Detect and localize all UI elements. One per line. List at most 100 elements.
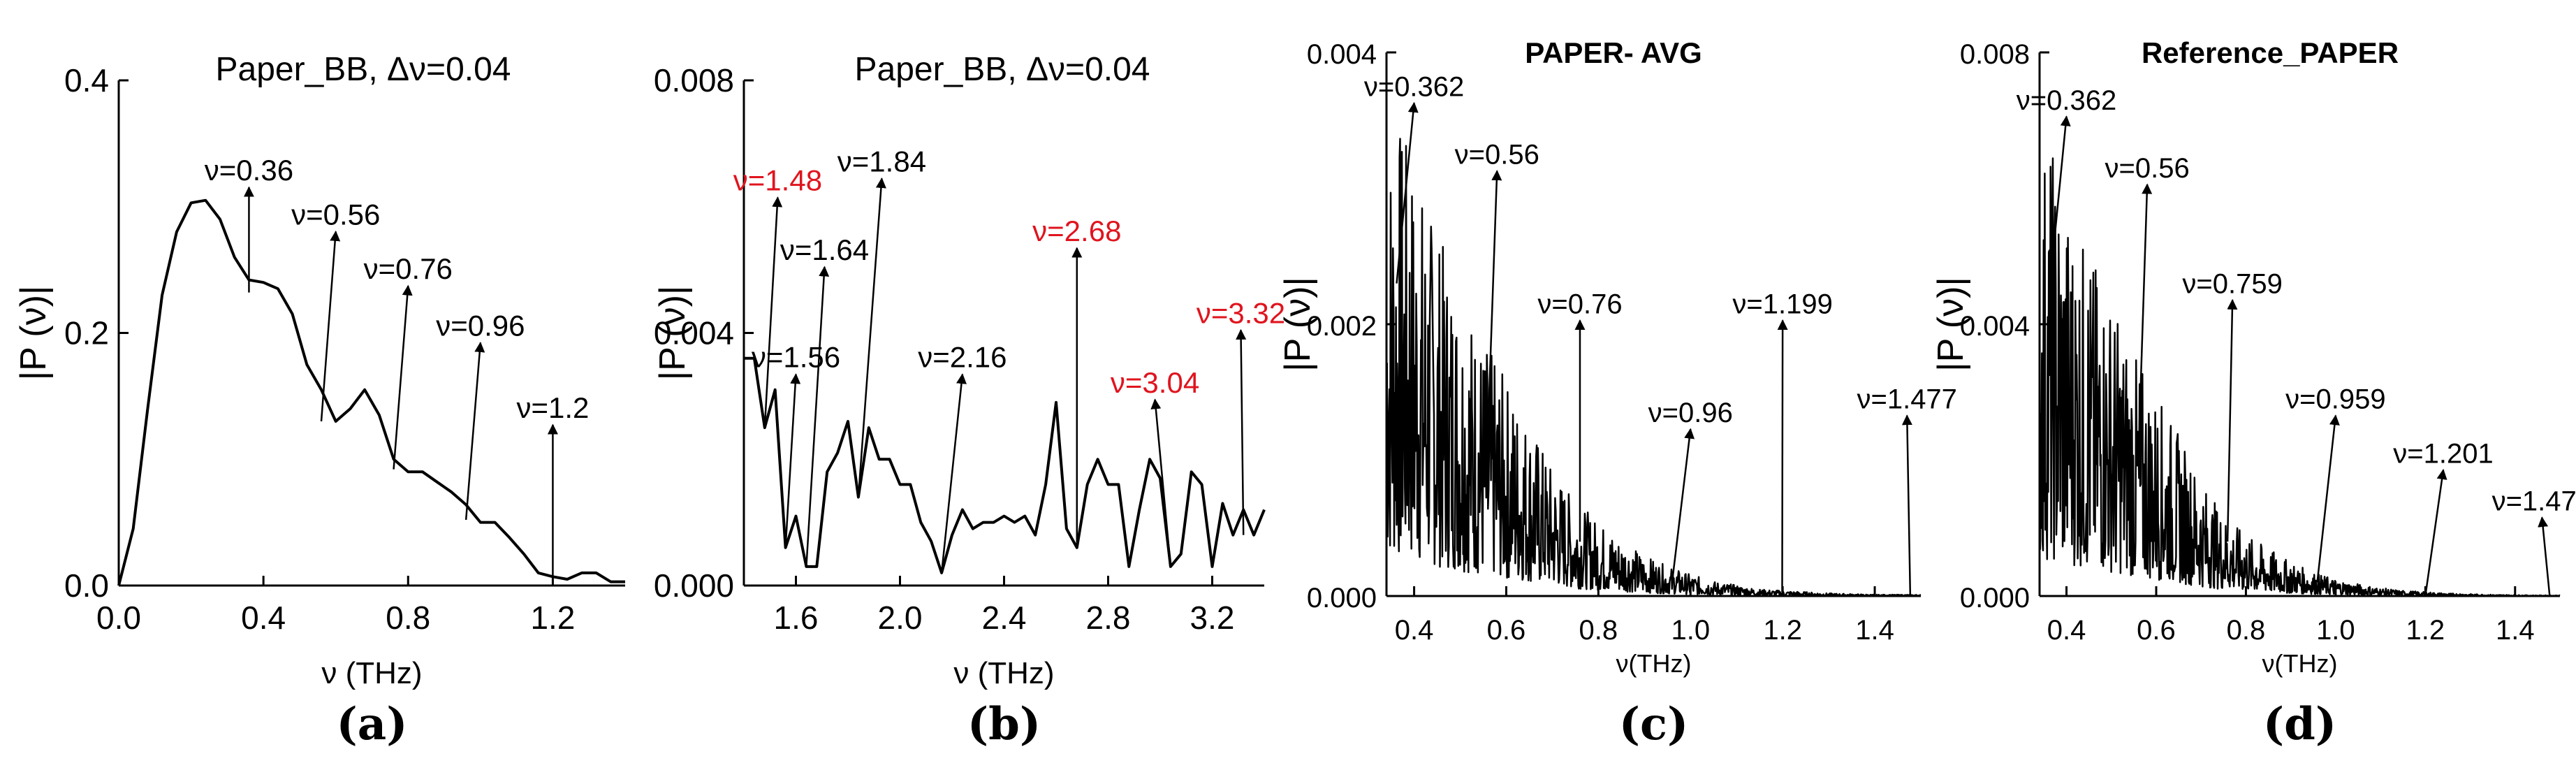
annotation-arrow [1486,170,1502,433]
annotation-label: ν=1.48 [733,164,822,197]
y-axis-label: |P (ν)| [1931,277,1971,372]
annotation-label: ν=0.56 [2105,153,2190,184]
chart-title: Paper_BB, Δν=0.04 [216,51,511,88]
annotation-arrow [1150,398,1172,567]
annotation-arrow [2226,298,2238,542]
y-tick-label: 0.000 [1960,583,2030,613]
x-tick-label: 1.4 [2496,615,2535,646]
annotation-label: ν=0.36 [205,154,293,187]
annotation-label: ν=0.96 [1648,398,1733,428]
annotation-arrow [2424,469,2447,593]
annotation-label: ν=0.56 [1455,140,1539,170]
x-tick-label: 0.8 [1579,615,1618,646]
annotation-arrow [857,177,886,497]
annotation-label: ν=3.32 [1196,296,1285,329]
annotation-arrow [784,373,801,548]
annotation-label: ν=1.477 [2492,486,2576,517]
annotation-label: ν=1.201 [2393,439,2493,470]
annotation-label: ν=2.68 [1032,215,1121,247]
annotation-arrow [763,196,783,428]
y-tick-label: 0.008 [654,62,734,99]
x-tick-label: 2.8 [1086,600,1131,636]
x-tick-label: 1.4 [1855,615,1894,646]
x-tick-label: 0.4 [1395,615,1434,646]
x-axis-label: ν (THz) [953,656,1054,690]
y-axis-label: |P (ν)| [652,286,693,381]
annotation-label: ν=0.56 [291,198,380,231]
annotation-label: ν=0.76 [364,252,453,285]
x-tick-label: 2.0 [878,600,923,636]
annotation-label: ν=3.04 [1111,366,1199,399]
x-tick-label: 3.2 [1190,600,1235,636]
annotation-label: ν=0.362 [2017,85,2116,116]
x-tick-label: 1.2 [2406,615,2445,646]
annotation-label: ν=1.84 [837,145,926,178]
x-tick-label: 2.4 [982,600,1027,636]
annotation-arrow [1671,428,1695,583]
series-line [117,198,625,586]
annotation-arrow [464,342,485,521]
annotation-arrow [1901,414,1912,595]
annotation-arrow [2137,183,2153,460]
y-tick-label: 0.008 [1960,39,2030,70]
annotation-label: ν=1.477 [1857,384,1956,415]
x-tick-label: 0.6 [2137,615,2176,646]
annotation-arrow [2048,115,2071,291]
x-tick-label: 1.6 [774,600,819,636]
annotation-label: ν=1.199 [1732,289,1832,320]
annotation-arrow [1396,101,1419,284]
annotation-label: ν=2.16 [918,341,1007,374]
chart-title: Paper_BB, Δν=0.04 [855,51,1150,88]
x-tick-label: 1.0 [1671,615,1710,646]
x-tick-label: 0.8 [386,600,430,636]
panel-label: (d) [2263,698,2336,750]
annotation-arrow [805,266,830,567]
y-tick-label: 0.2 [64,315,109,351]
chart-panel-d: 0.4 0.6 0.8 1.0 1.2 1.4 0.000 0.004 0.008 Referen… [1931,36,2576,750]
x-tick-label: 1.2 [530,600,575,636]
annotation-label: ν=0.959 [2285,384,2385,415]
annotation-label: ν=1.64 [780,233,869,266]
x-tick-label: 0.8 [2227,615,2266,646]
x-tick-label: 1.2 [1763,615,1802,646]
x-tick-label: 0.6 [1487,615,1526,646]
x-axis-label: ν (THz) [321,656,422,690]
annotation-arrow [320,230,341,422]
annotation-label: ν=0.96 [436,310,525,342]
x-tick-label: 0.4 [2047,615,2086,646]
x-axis-label: ν(THz) [1616,649,1692,678]
y-tick-label: 0.000 [1307,583,1377,613]
series-line [744,356,1266,574]
y-tick-label: 0.4 [64,62,109,99]
chart-title: Reference_PAPER [2142,36,2399,69]
y-tick-label: 0.004 [1307,39,1377,70]
x-tick-label: 0.4 [241,600,286,636]
y-tick-label: 0.004 [1960,311,2030,342]
panel-label: (b) [967,698,1041,750]
annotation-arrow [940,373,967,574]
y-tick-label: 0.000 [654,567,734,604]
x-tick-label: 1.0 [2316,615,2355,646]
chart-panel-a: 0.0 0.4 0.8 1.2 0.0 0.2 0.4 Paper_BB, Δν=0.04 ν … [13,51,625,750]
annotation-arrow [1777,319,1788,593]
y-tick-label: 0.004 [654,315,734,351]
annotation-label: ν=1.2 [516,391,589,424]
panel-label: (a) [336,698,407,750]
y-axis-label: |P (ν)| [1278,277,1318,372]
series-line [1385,138,1922,597]
annotation-arrow [393,284,413,470]
annotation-label: ν=0.759 [2182,268,2282,299]
x-axis-label: ν(THz) [2262,649,2338,678]
y-axis-label: |P (ν)| [13,286,54,381]
annotation-label: ν=1.56 [752,341,840,374]
x-tick-label: 0.0 [96,600,141,636]
series-line [2038,157,2561,597]
panel-label: (c) [1619,698,1689,750]
annotation-label: ν=0.76 [1537,289,1622,320]
chart-panel-b: 1.6 2.0 2.4 2.8 3.2 0.000 0.004 0.008 Paper_BB, … [652,51,1285,750]
annotation-arrow [2538,516,2551,596]
y-tick-label: 0.0 [64,567,109,604]
annotation-label: ν=0.362 [1364,71,1464,102]
annotation-arrow [1236,328,1247,535]
